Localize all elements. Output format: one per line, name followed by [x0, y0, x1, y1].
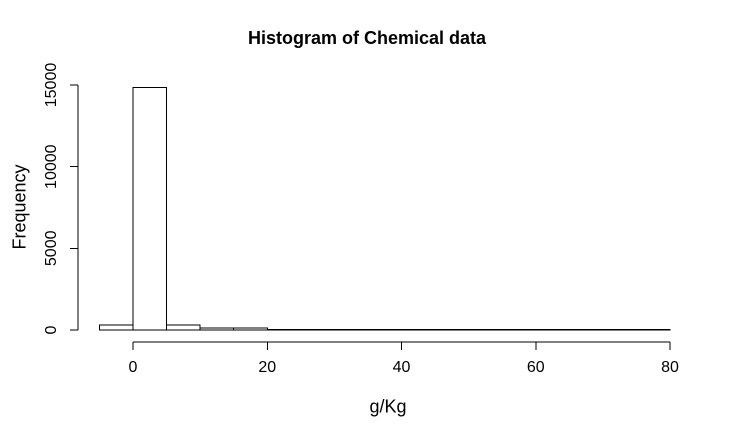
- x-axis-tick-label: 40: [393, 359, 411, 376]
- y-axis-tick-label: 10000: [43, 144, 60, 189]
- x-axis-tick-label: 80: [661, 359, 679, 376]
- histogram-bar: [199, 327, 235, 331]
- x-axis-tick-label: 0: [129, 359, 138, 376]
- histogram-bar: [468, 329, 503, 331]
- histogram-bar: [535, 329, 570, 331]
- histogram-bar: [98, 324, 134, 331]
- x-axis-tick-label: 60: [527, 359, 545, 376]
- x-axis-tick-label: 20: [258, 359, 276, 376]
- histogram-bar: [166, 324, 201, 331]
- histogram-bar: [568, 329, 604, 331]
- chart-title: Histogram of Chemical data: [247, 28, 487, 48]
- histogram-bar: [602, 329, 637, 331]
- histogram-bar: [434, 329, 470, 331]
- histogram-bar: [501, 329, 537, 331]
- histogram-bar: [132, 86, 168, 331]
- y-axis-tick-label: 15000: [43, 63, 60, 108]
- y-axis-tick-label: 5000: [43, 230, 60, 266]
- histogram-bar: [635, 329, 671, 331]
- x-axis-label: g/Kg: [369, 396, 407, 417]
- histogram-bar: [333, 329, 369, 331]
- histogram-bar: [300, 329, 335, 331]
- histogram-bar: [266, 329, 302, 331]
- y-axis-tick-label: 0: [43, 325, 60, 334]
- histogram-bar: [367, 329, 403, 331]
- histogram-bar: [233, 327, 268, 331]
- histogram-bar: [401, 329, 436, 331]
